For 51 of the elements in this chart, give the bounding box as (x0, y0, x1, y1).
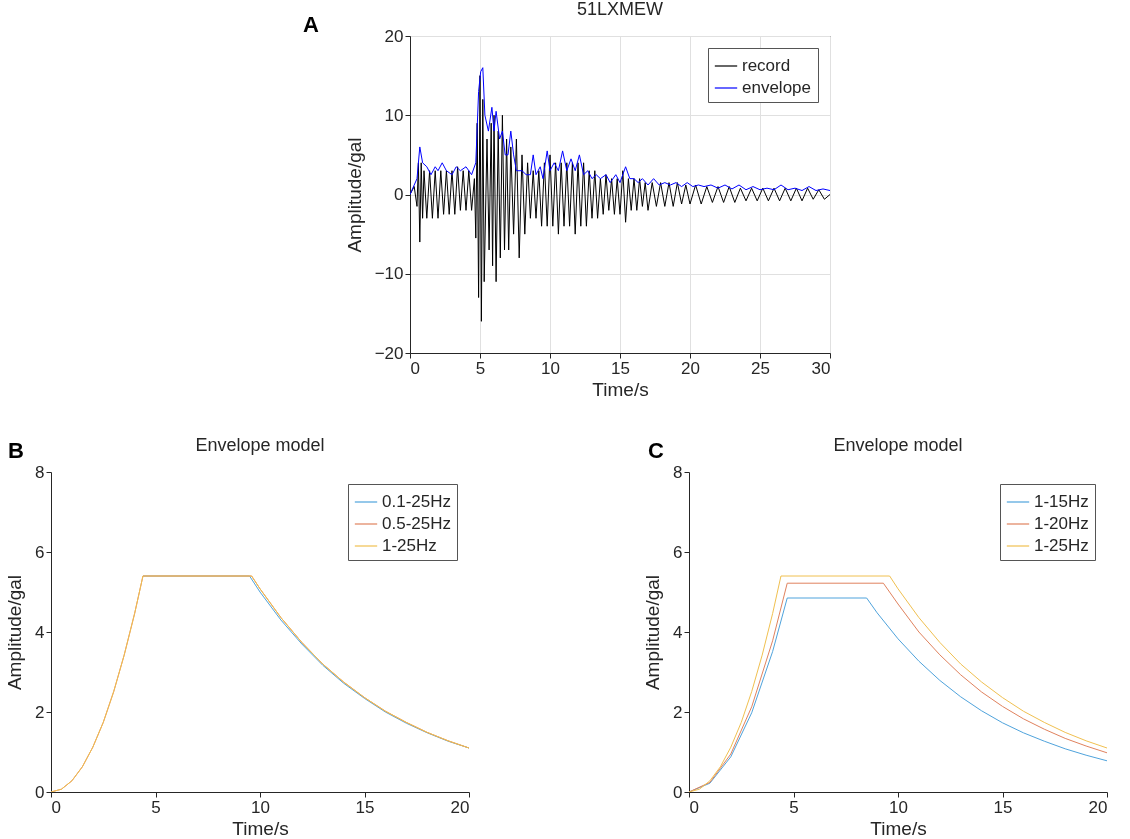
y-tick-label: 8 (673, 462, 683, 482)
legend-label: 1-25Hz (382, 536, 437, 555)
y-axis-title: Amplitude/gal (4, 574, 26, 691)
x-tick-label: 10 (251, 797, 270, 817)
y-tick-label: 0 (673, 782, 683, 802)
x-tick-label: 0 (410, 358, 420, 378)
text: B (8, 438, 24, 464)
y-tick-label: 8 (35, 462, 45, 482)
x-axis-title: Time/s (232, 817, 289, 839)
y-tick-label: 4 (35, 622, 45, 642)
x-axis-title: Time/s (870, 817, 927, 839)
x-tick-label: 10 (889, 797, 908, 817)
x-tick-label: 25 (751, 358, 770, 378)
y-tick-label: −20 (374, 343, 404, 363)
y-tick-label: 10 (384, 105, 404, 125)
legend-label: envelope (742, 78, 812, 97)
x-tick-label: 0 (689, 797, 699, 817)
y-tick-label: 20 (384, 26, 404, 46)
x-tick-label: 15 (355, 797, 375, 817)
chart-title: Envelope model (833, 435, 963, 455)
x-tick-label: 0 (51, 797, 61, 817)
x-tick-label: 5 (151, 797, 161, 817)
legend-label: 0.1-25Hz (382, 492, 451, 511)
text: C (648, 438, 664, 464)
x-tick-label: 15 (611, 358, 630, 378)
legend-label: 1-25Hz (1034, 536, 1089, 555)
y-tick-label: 0 (394, 185, 404, 204)
y-axis-title: Amplitude/gal (343, 137, 365, 253)
y-tick-label: 6 (673, 542, 683, 562)
x-tick-label: 20 (450, 797, 470, 817)
x-tick-label: 5 (475, 358, 486, 378)
x-tick-label: 15 (993, 797, 1013, 817)
legend-label: 1-20Hz (1034, 514, 1089, 533)
chart-title: Envelope model (195, 435, 325, 455)
text: A (303, 12, 319, 38)
y-tick-label: 2 (35, 702, 45, 722)
y-tick-label: −10 (374, 264, 404, 284)
legend-label: record (742, 56, 791, 75)
legend-label: 0.5-25Hz (382, 514, 451, 533)
legend-label: 1-15Hz (1034, 492, 1089, 511)
y-axis-title: Amplitude/gal (642, 574, 664, 691)
x-tick-label: 10 (541, 358, 560, 378)
x-tick-label: 5 (789, 797, 799, 817)
x-tick-label: 20 (1088, 797, 1108, 817)
y-tick-label: 4 (673, 622, 683, 642)
x-axis-title: Time/s (592, 378, 649, 400)
y-tick-label: 0 (35, 782, 45, 802)
y-tick-label: 2 (673, 702, 683, 722)
x-tick-label: 30 (811, 358, 831, 378)
y-tick-label: 6 (35, 542, 45, 562)
chart-title: 51LXMEW (576, 0, 664, 19)
